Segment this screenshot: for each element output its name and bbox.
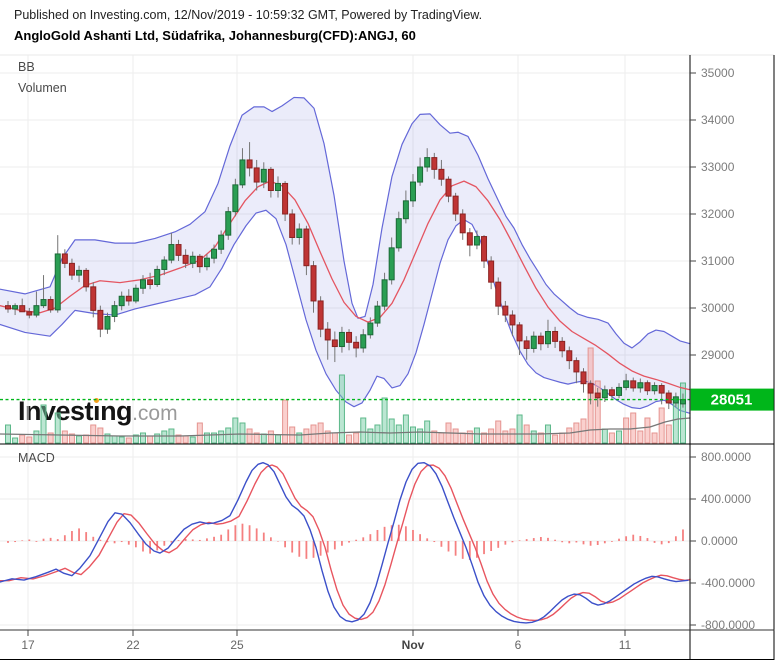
gridlines	[0, 54, 774, 630]
price-tick-label: 32000	[701, 207, 735, 221]
macd-tick-label: -800.0000	[701, 618, 755, 632]
price-tick-label: 35000	[701, 66, 735, 80]
price-tick-label: 31000	[701, 254, 735, 268]
chart-frame	[0, 55, 775, 661]
indicator-label-volume: Volumen	[18, 81, 67, 95]
indicator-label-bb: BB	[18, 60, 35, 74]
time-tick-label: 6	[515, 638, 522, 652]
time-tick-label: 25	[230, 638, 244, 652]
macd-pane	[0, 461, 691, 624]
watermark-suffix: .com	[132, 402, 178, 425]
indicator-label-macd: MACD	[18, 451, 55, 465]
bollinger-band	[0, 96, 691, 414]
published-line: Published on Investing.com, 12/Nov/2019 …	[14, 8, 483, 22]
price-tick-label: 29000	[701, 348, 735, 362]
time-tick-label: Nov	[402, 638, 425, 652]
macd-tick-label: 800.0000	[701, 450, 751, 464]
axis-labels: 35000 34000 33000 32000 31000 30000 29000 800.0…	[21, 66, 755, 652]
price-tick-label: 30000	[701, 301, 735, 315]
macd-tick-label: 0.0000	[701, 534, 738, 548]
macd-tick-label: 400.0000	[701, 492, 751, 506]
last-price-value: 28051	[711, 392, 753, 409]
candles	[5, 142, 686, 410]
price-tick-label: 33000	[701, 160, 735, 174]
macd-tick-label: -400.0000	[701, 576, 755, 590]
watermark-accent-dot-icon: ı	[93, 396, 101, 426]
time-tick-label: 11	[619, 638, 632, 652]
time-tick-label: 17	[21, 638, 35, 652]
last-price-badge: 28051	[690, 388, 774, 411]
volume-bars	[0, 347, 691, 444]
time-tick-label: 22	[126, 638, 140, 652]
instrument-title: AngloGold Ashanti Ltd, Südafrika, Johann…	[14, 28, 416, 43]
price-tick-label: 34000	[701, 113, 735, 127]
